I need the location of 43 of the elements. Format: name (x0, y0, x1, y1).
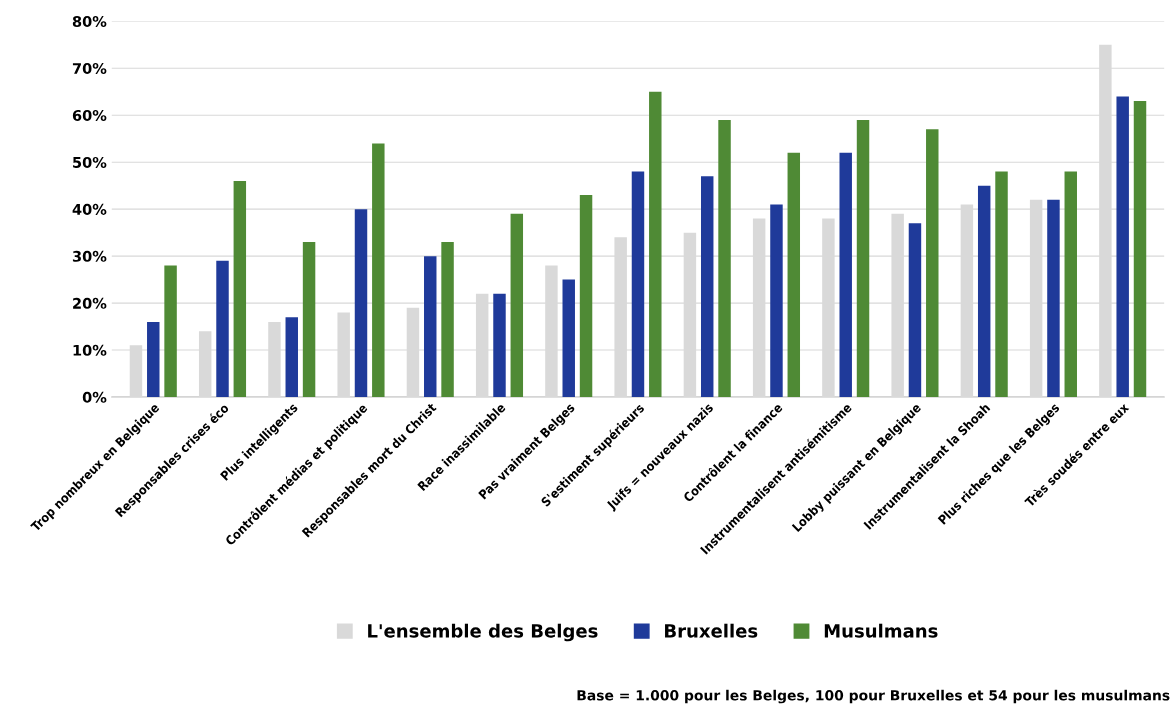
y-tick-label: 10% (73, 344, 107, 356)
bar (1133, 101, 1147, 398)
text: Base = 1.000 pour les Belges, 100 pour Bruxelles et 54 pour les musulmans (577, 689, 1170, 704)
bar (1047, 199, 1060, 398)
y-tick-label: 0% (82, 391, 107, 403)
bar (147, 321, 160, 398)
bar (233, 180, 247, 398)
bar (908, 223, 922, 398)
bar (977, 185, 991, 398)
bar (164, 265, 177, 398)
bar (631, 171, 645, 398)
bar (579, 195, 593, 398)
y-tick-label: 60% (72, 109, 107, 121)
y-tick-label: 70% (72, 62, 107, 74)
bar (354, 209, 368, 398)
bar (441, 242, 454, 398)
y-tick-label: 20% (73, 297, 107, 309)
bar (995, 171, 1008, 398)
bar (510, 213, 524, 398)
bar (718, 119, 731, 398)
bar (839, 152, 852, 398)
bar (700, 176, 714, 398)
bar (926, 129, 939, 398)
bar (493, 293, 506, 398)
bar (372, 143, 385, 398)
y-tick-label: 80% (72, 15, 107, 28)
bar (787, 152, 801, 398)
legend-label: Bruxelles (665, 623, 758, 638)
bar (1116, 96, 1129, 398)
bar (562, 279, 575, 398)
legend-label: L'ensemble des Belges (368, 623, 598, 642)
bar (770, 204, 783, 398)
legend-label: Musulmans (824, 623, 938, 638)
bar (856, 119, 870, 398)
y-tick-label: 30% (72, 250, 107, 262)
bar (302, 242, 316, 398)
y-tick-label: 50% (73, 156, 107, 168)
bar (285, 317, 298, 398)
y-tick-label: 40% (72, 203, 107, 215)
bar (1064, 171, 1077, 398)
bar (216, 260, 229, 398)
bar (424, 256, 437, 398)
bar (649, 91, 662, 398)
